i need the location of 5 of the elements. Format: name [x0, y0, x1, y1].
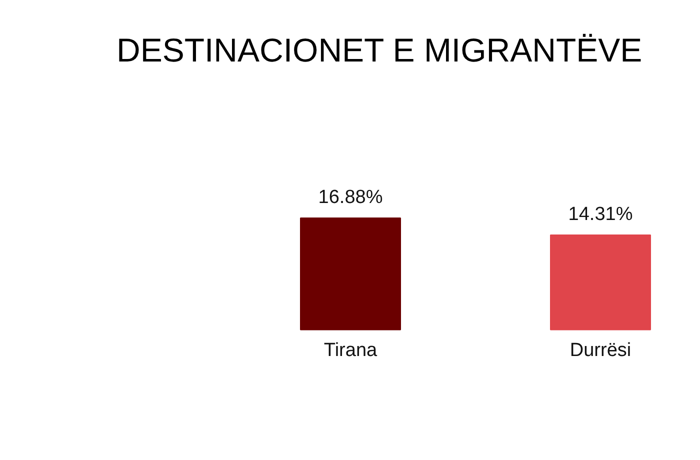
- x-tick-label: Tirana: [324, 340, 378, 361]
- data-label: 16.88%: [318, 187, 383, 208]
- data-label: 14.31%: [568, 204, 633, 226]
- x-tick-label: Durrësi: [570, 340, 632, 361]
- chart-title: DESTINACIONET E MIGRANTËVE: [116, 32, 642, 68]
